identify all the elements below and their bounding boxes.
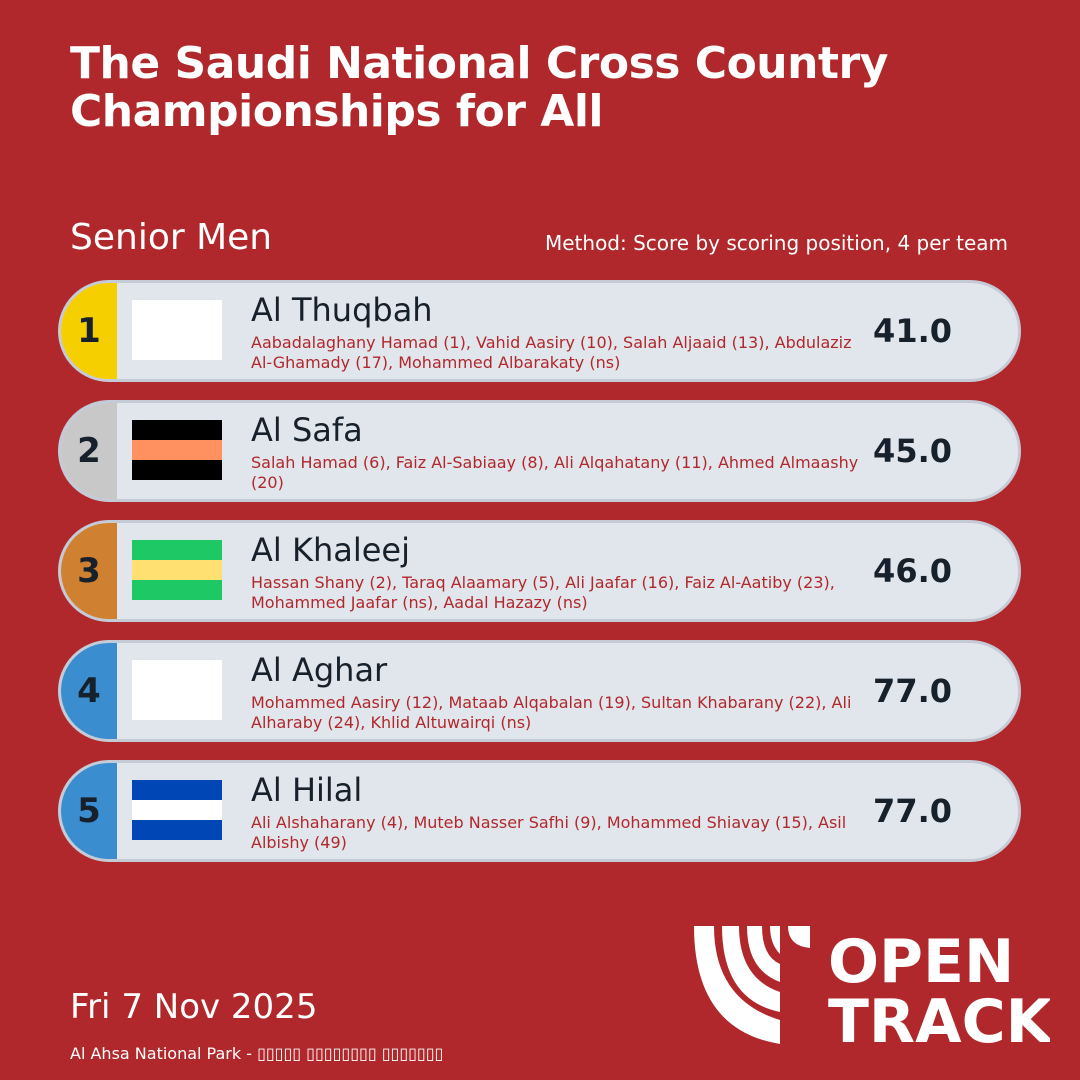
team-row[interactable]: 3 Al Khaleej Hassan Shany (2), Taraq Ala… (58, 520, 1021, 622)
team-row[interactable]: 4 Al Aghar Mohammed Aasiry (12), Mataab … (58, 640, 1021, 742)
team-name: Al Hilal (251, 771, 363, 809)
team-name: Al Khaleej (251, 531, 410, 569)
team-flag (132, 660, 222, 720)
rank-badge: 5 (61, 763, 117, 859)
team-flag (132, 540, 222, 600)
scoring-method: Method: Score by scoring position, 4 per… (544, 231, 1008, 255)
event-date: Fri 7 Nov 2025 (70, 987, 318, 1027)
results-list: 1 Al Thuqbah Aabadalaghany Hamad (1), Va… (58, 280, 1021, 880)
flag-stripe (132, 440, 222, 460)
team-name: Al Safa (251, 411, 363, 449)
rank-badge: 3 (61, 523, 117, 619)
team-score: 77.0 (873, 672, 952, 710)
flag-stripe (132, 460, 222, 480)
team-row[interactable]: 5 Al Hilal Ali Alshaharany (4), Muteb Na… (58, 760, 1021, 862)
opentrack-logo: OPEN TRACK (694, 926, 1050, 1046)
flag-stripe (132, 800, 222, 820)
logo-word-open: OPEN (828, 927, 1014, 997)
rank-badge: 4 (61, 643, 117, 739)
team-name: Al Aghar (251, 651, 388, 689)
rank-badge: 1 (61, 283, 117, 379)
team-flag (132, 420, 222, 480)
team-score: 77.0 (873, 792, 952, 830)
team-members: Hassan Shany (2), Taraq Alaamary (5), Al… (251, 573, 835, 612)
rank-badge: 2 (61, 403, 117, 499)
flag-stripe (132, 820, 222, 840)
team-members: Ali Alshaharany (4), Muteb Nasser Safhi … (251, 813, 847, 852)
team-row[interactable]: 2 Al Safa Salah Hamad (6), Faiz Al-Sabia… (58, 400, 1021, 502)
flag-stripe (132, 780, 222, 800)
flag-stripe (132, 420, 222, 440)
team-score: 45.0 (873, 432, 952, 470)
flag-stripe (132, 560, 222, 580)
category-label: Senior Men (70, 217, 273, 258)
flag-stripe (132, 540, 222, 560)
team-score: 46.0 (873, 552, 952, 590)
flag-stripe (132, 580, 222, 600)
team-members: Salah Hamad (6), Faiz Al-Sabiaay (8), Al… (251, 453, 859, 492)
logo-word-track: TRACK (828, 987, 1050, 1046)
team-name: Al Thuqbah (251, 291, 433, 329)
team-members: Mohammed Aasiry (12), Mataab Alqabalan (… (251, 693, 852, 732)
page-title: The Saudi National Cross Country Champio… (70, 38, 888, 137)
team-flag (132, 300, 222, 360)
team-row[interactable]: 1 Al Thuqbah Aabadalaghany Hamad (1), Va… (58, 280, 1021, 382)
event-venue: Al Ahsa National Park - ▯▯▯▯▯ ▯▯▯▯▯▯▯▯ ▯… (70, 1044, 444, 1063)
opentrack-arcs-icon (694, 926, 810, 1044)
team-members: Aabadalaghany Hamad (1), Vahid Aasiry (1… (251, 333, 852, 372)
team-score: 41.0 (873, 312, 952, 350)
team-flag (132, 780, 222, 840)
